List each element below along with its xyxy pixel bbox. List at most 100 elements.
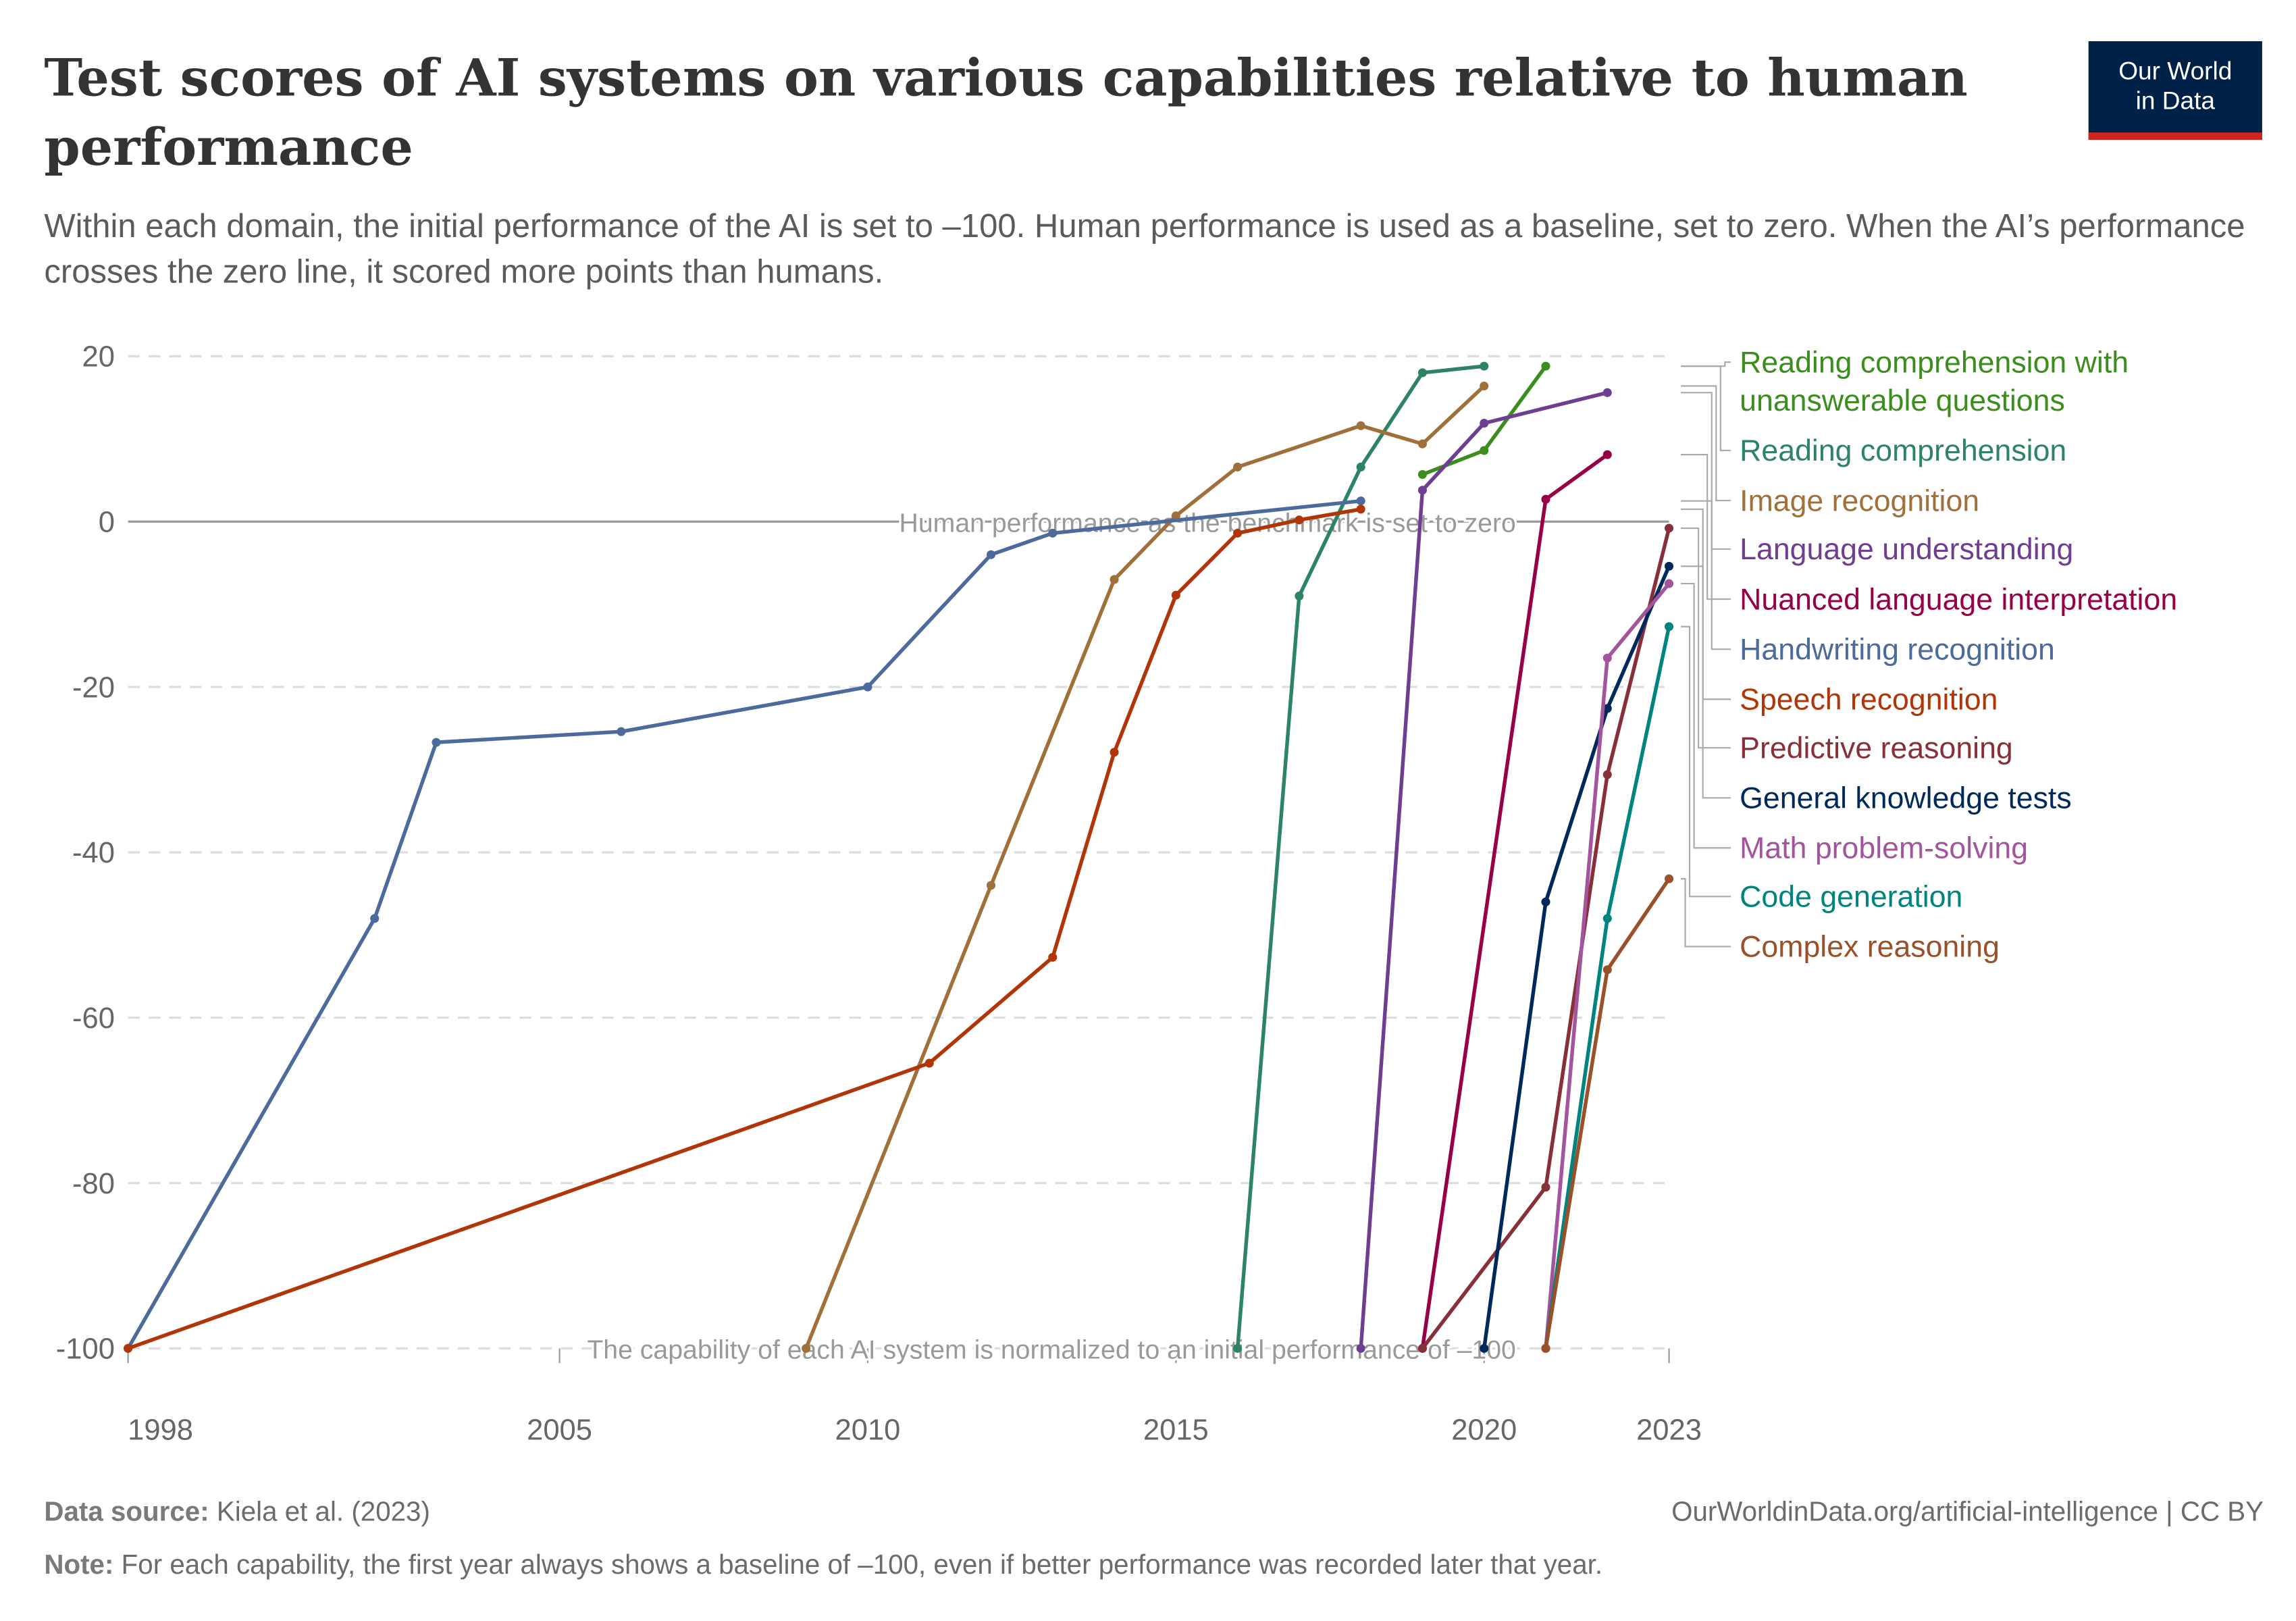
data-point <box>1356 421 1365 430</box>
data-point <box>1541 361 1550 371</box>
legend-label: Handwriting recognition <box>1740 633 2055 666</box>
source-url[interactable]: OurWorldinData.org/artificial-intelligen… <box>1671 1495 2264 1527</box>
data-point <box>1233 1343 1243 1353</box>
series-line <box>1420 453 1609 1349</box>
data-point <box>1048 952 1058 962</box>
data-point <box>1356 462 1365 472</box>
data-point <box>924 1058 934 1068</box>
series-line <box>126 498 1361 1349</box>
data-point <box>1480 1343 1489 1353</box>
data-point <box>1417 469 1427 480</box>
logo-text-1: Our World <box>2118 57 2233 86</box>
data-point <box>1665 579 1674 588</box>
legend-connector <box>1680 625 1731 898</box>
legend-connector <box>1680 878 1731 948</box>
legend-connector <box>1680 500 1731 650</box>
legend-label: Speech recognition <box>1740 684 1998 717</box>
x-tick-label: 2015 <box>1143 1414 1209 1447</box>
source-label: Data source: <box>44 1495 209 1527</box>
y-tick-label: -20 <box>72 671 115 704</box>
data-point <box>802 1343 811 1353</box>
legend-label-line: Reading comprehension with <box>1740 346 2129 379</box>
legend-connector <box>1680 385 1731 502</box>
data-point <box>1665 874 1674 883</box>
legend-label: Nuanced language interpretation <box>1740 583 2177 616</box>
data-point <box>1356 496 1365 506</box>
data-point <box>986 550 996 559</box>
data-point <box>1480 446 1489 455</box>
baseline-annotation: The capability of each AI system is norm… <box>587 1335 1516 1365</box>
data-point <box>432 738 441 747</box>
series-line <box>1544 877 1671 1349</box>
data-point <box>1110 575 1119 584</box>
source-text: Kiela et al. (2023) <box>216 1495 430 1527</box>
data-point <box>1480 381 1489 391</box>
legend-label: Reading comprehension <box>1740 434 2066 467</box>
data-point <box>1356 1343 1365 1353</box>
legend-connector <box>1680 365 1731 452</box>
data-point <box>1171 511 1180 521</box>
x-tick-label: 2005 <box>527 1414 592 1447</box>
y-tick-label: 0 <box>99 507 115 539</box>
series-line <box>127 507 1361 1350</box>
logo-text-2: in Data <box>2135 86 2216 115</box>
legend-label: Complex reasoning <box>1740 931 2000 964</box>
data-point <box>1480 361 1489 371</box>
y-tick-label: -40 <box>72 837 115 869</box>
legend-label: Predictive reasoning <box>1740 731 2013 765</box>
note-label: Note: <box>44 1548 114 1580</box>
data-point <box>1541 1343 1550 1353</box>
legend-label: Code generation <box>1740 881 1962 914</box>
data-point <box>124 1343 133 1353</box>
data-point <box>1417 486 1427 495</box>
legend-connector <box>1680 454 1731 600</box>
data-point <box>1602 914 1612 923</box>
legend-label: Math problem-solving <box>1740 832 2028 865</box>
series-line <box>1359 390 1608 1349</box>
series-line <box>1482 565 1671 1349</box>
x-tick-label: 2020 <box>1451 1414 1517 1447</box>
x-tick-label: 1998 <box>128 1414 193 1447</box>
data-source: Data source: Kiela et al. (2023) <box>44 1495 430 1528</box>
data-point <box>1295 591 1304 600</box>
data-point <box>1417 1343 1427 1353</box>
data-point <box>1541 897 1550 906</box>
data-point <box>1541 1183 1550 1192</box>
data-point <box>1602 704 1612 713</box>
series-line <box>1421 528 1671 1350</box>
data-point <box>1480 419 1489 428</box>
series-line <box>804 384 1486 1349</box>
data-point <box>1602 450 1612 459</box>
chart-note: Note: For each capability, the first yea… <box>44 1549 1602 1581</box>
data-point <box>1417 368 1427 378</box>
data-point <box>1541 494 1550 504</box>
data-point <box>1048 528 1058 538</box>
data-point <box>1356 505 1365 514</box>
y-tick-label: 20 <box>82 341 115 374</box>
zero-line-annotation: Human performance as the benchmark is se… <box>899 509 1516 538</box>
legend-label: Reading comprehension with unanswerable q… <box>1740 346 2129 417</box>
data-point <box>1602 388 1612 397</box>
y-tick-label: -80 <box>72 1168 115 1200</box>
data-point <box>1602 965 1612 975</box>
data-point <box>1602 653 1612 663</box>
data-point <box>1295 515 1304 525</box>
data-point <box>863 682 872 692</box>
x-tick-label: 2023 <box>1636 1414 1702 1447</box>
x-tick-label: 2010 <box>835 1414 900 1447</box>
chart-subtitle: Within each domain, the initial performa… <box>44 207 2245 290</box>
data-point <box>1665 523 1674 533</box>
chart-title: Test scores of AI systems on various cap… <box>44 48 1968 178</box>
legend-connector <box>1680 527 1731 749</box>
legend-connector <box>1680 565 1731 799</box>
data-point <box>1665 561 1674 571</box>
y-tick-label: -100 <box>56 1333 115 1366</box>
data-point <box>1171 590 1180 600</box>
data-point <box>1417 439 1427 448</box>
legend-connector <box>1680 582 1731 849</box>
note-text: For each capability, the first year alwa… <box>121 1548 1603 1580</box>
legend-label: General knowledge tests <box>1740 782 2072 815</box>
owid-logo[interactable]: Our World in Data <box>2088 41 2262 140</box>
data-point <box>1110 748 1119 757</box>
